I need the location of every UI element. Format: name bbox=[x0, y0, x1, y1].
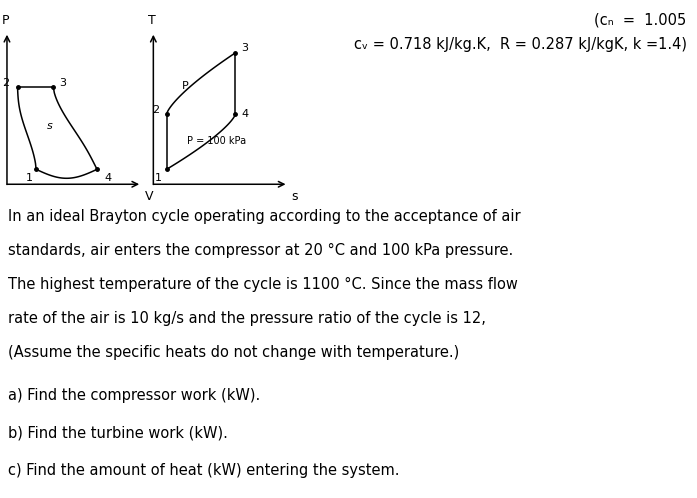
Text: a) Find the compressor work (kW).: a) Find the compressor work (kW). bbox=[8, 388, 261, 403]
Text: The highest temperature of the cycle is 1100 °C. Since the mass flow: The highest temperature of the cycle is … bbox=[8, 277, 519, 292]
Text: (Assume the specific heats do not change with temperature.): (Assume the specific heats do not change… bbox=[8, 345, 459, 360]
Text: rate of the air is 10 kg/s and the pressure ratio of the cycle is 12,: rate of the air is 10 kg/s and the press… bbox=[8, 311, 487, 326]
Text: c) Find the amount of heat (kW) entering the system.: c) Find the amount of heat (kW) entering… bbox=[8, 463, 400, 478]
Text: 4: 4 bbox=[241, 109, 248, 119]
Text: 1: 1 bbox=[26, 173, 33, 183]
Text: b) Find the turbine work (kW).: b) Find the turbine work (kW). bbox=[8, 426, 228, 441]
Text: T: T bbox=[148, 14, 156, 27]
Text: 2: 2 bbox=[153, 105, 160, 115]
Text: (cₙ  =  1.005: (cₙ = 1.005 bbox=[595, 12, 687, 27]
Text: cᵥ = 0.718 kJ/kg.K,  R = 0.287 kJ/kgK, k =1.4): cᵥ = 0.718 kJ/kg.K, R = 0.287 kJ/kgK, k … bbox=[353, 37, 687, 52]
Text: P: P bbox=[1, 14, 9, 27]
Text: P: P bbox=[182, 81, 188, 91]
Text: s: s bbox=[47, 121, 52, 131]
Text: 3: 3 bbox=[59, 78, 66, 88]
Text: 4: 4 bbox=[104, 173, 112, 183]
Text: 3: 3 bbox=[241, 43, 248, 53]
Text: s: s bbox=[291, 190, 298, 203]
Text: 2: 2 bbox=[2, 78, 9, 88]
Text: V: V bbox=[145, 190, 153, 203]
Text: In an ideal Brayton cycle operating according to the acceptance of air: In an ideal Brayton cycle operating acco… bbox=[8, 209, 521, 224]
Text: standards, air enters the compressor at 20 °C and 100 kPa pressure.: standards, air enters the compressor at … bbox=[8, 243, 514, 258]
Text: P = 100 kPa: P = 100 kPa bbox=[187, 136, 247, 146]
Text: 1: 1 bbox=[155, 173, 162, 183]
